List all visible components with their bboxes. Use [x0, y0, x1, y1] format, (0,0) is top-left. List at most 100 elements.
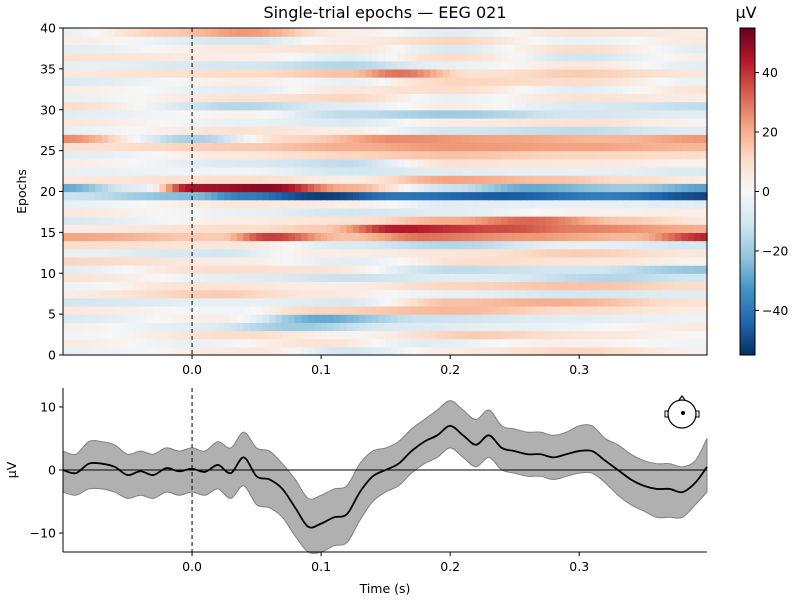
heatmap-cell — [159, 314, 167, 323]
heatmap-cell — [372, 36, 380, 45]
heatmap-cell — [262, 36, 270, 45]
heatmap-cell — [655, 101, 663, 111]
heatmap-cell — [565, 224, 573, 233]
heatmap-cell — [359, 248, 367, 258]
heatmap-cell — [591, 175, 599, 184]
heatmap-cell — [603, 346, 611, 356]
heatmap-cell — [339, 150, 347, 160]
heatmap-cell — [700, 256, 708, 266]
heatmap-cell — [391, 207, 399, 217]
heatmap-cell — [120, 297, 128, 307]
heatmap-cell — [211, 175, 219, 184]
heatmap-cell — [108, 36, 116, 45]
heatmap-cell — [674, 77, 682, 86]
heatmap-cell — [694, 207, 702, 217]
heatmap-cell — [327, 93, 335, 103]
heatmap-cell — [578, 142, 586, 152]
heatmap-cell — [578, 289, 586, 299]
heatmap-cell — [649, 85, 657, 94]
heatmap-cell — [610, 273, 618, 283]
heatmap-cell — [597, 216, 605, 225]
heatmap-cell — [82, 322, 90, 332]
heatmap-cell — [610, 109, 618, 119]
heatmap-cell — [513, 281, 521, 291]
heatmap-cell — [314, 207, 322, 217]
heatmap-cell — [88, 281, 96, 291]
heatmap-cell — [204, 330, 212, 340]
heatmap-cell — [488, 224, 496, 233]
heatmap-cell — [507, 330, 515, 340]
heatmap-cell — [494, 158, 502, 168]
heatmap-cell — [494, 117, 502, 127]
heatmap-cell — [236, 191, 244, 201]
heatmap-cell — [552, 158, 560, 168]
heatmap-cell — [127, 248, 135, 258]
heatmap-cell — [584, 265, 592, 274]
heatmap-cell — [140, 346, 148, 356]
heatmap-cell — [191, 28, 199, 37]
heatmap-cell — [520, 85, 528, 94]
heatmap-cell — [694, 232, 702, 242]
heatmap-cell — [281, 101, 289, 111]
heatmap-cell — [153, 330, 161, 340]
heatmap-cell — [359, 273, 367, 283]
heatmap-cell — [449, 232, 457, 242]
heatmap-cell — [668, 207, 676, 217]
heatmap-cell — [552, 248, 560, 258]
heatmap-cell — [185, 265, 193, 274]
heatmap-cell — [475, 85, 483, 94]
heatmap-cell — [159, 216, 167, 225]
heatmap-cell — [224, 36, 232, 45]
heatmap-cell — [674, 68, 682, 78]
heatmap-cell — [700, 85, 708, 94]
heatmap-cell — [95, 28, 103, 37]
heatmap-cell — [597, 281, 605, 291]
heatmap-cell — [82, 52, 90, 62]
heatmap-cell — [178, 85, 186, 94]
heatmap-cell — [661, 109, 669, 119]
heatmap-cell — [500, 142, 508, 152]
heatmap-cell — [127, 281, 135, 291]
heatmap-cell — [649, 207, 657, 217]
heatmap-cell — [558, 134, 566, 144]
heatmap-cell — [307, 265, 315, 274]
heatmap-cell — [488, 183, 496, 193]
heatmap-cell — [301, 281, 309, 291]
heatmap-cell — [385, 273, 393, 283]
heatmap-cell — [120, 28, 128, 37]
heatmap-cell — [488, 175, 496, 184]
heatmap-cell — [391, 322, 399, 332]
heatmap-cell — [69, 289, 77, 299]
heatmap-cell — [694, 175, 702, 184]
heatmap-cell — [455, 28, 463, 37]
heatmap-cell — [629, 199, 637, 209]
heatmap-cell — [629, 297, 637, 307]
heatmap-cell — [623, 126, 631, 135]
heatmap-cell — [668, 175, 676, 184]
heatmap-cell — [108, 134, 116, 144]
heatmap-cell — [307, 85, 315, 94]
heatmap-cell — [339, 289, 347, 299]
heatmap-cell — [346, 338, 354, 348]
heatmap-cell — [507, 36, 515, 45]
heatmap-cell — [385, 68, 393, 78]
heatmap-cell — [629, 338, 637, 348]
heatmap-cell — [526, 158, 534, 168]
heatmap-cell — [636, 240, 644, 250]
heatmap-cell — [346, 265, 354, 274]
heatmap-cell — [63, 281, 71, 291]
heatmap-cell — [700, 265, 708, 274]
heatmap-cell — [552, 191, 560, 201]
heatmap-cell — [281, 183, 289, 193]
heatmap-cell — [327, 150, 335, 160]
heatmap-cell — [423, 28, 431, 37]
heatmap-cell — [101, 338, 109, 348]
heatmap-cell — [281, 297, 289, 307]
heatmap-cell — [294, 191, 302, 201]
heatmap-cell — [204, 93, 212, 103]
heatmap-cell — [88, 248, 96, 258]
heatmap-cell — [475, 232, 483, 242]
heatmap-cell — [82, 273, 90, 283]
heatmap-cell — [397, 28, 405, 37]
heatmap-cell — [578, 207, 586, 217]
